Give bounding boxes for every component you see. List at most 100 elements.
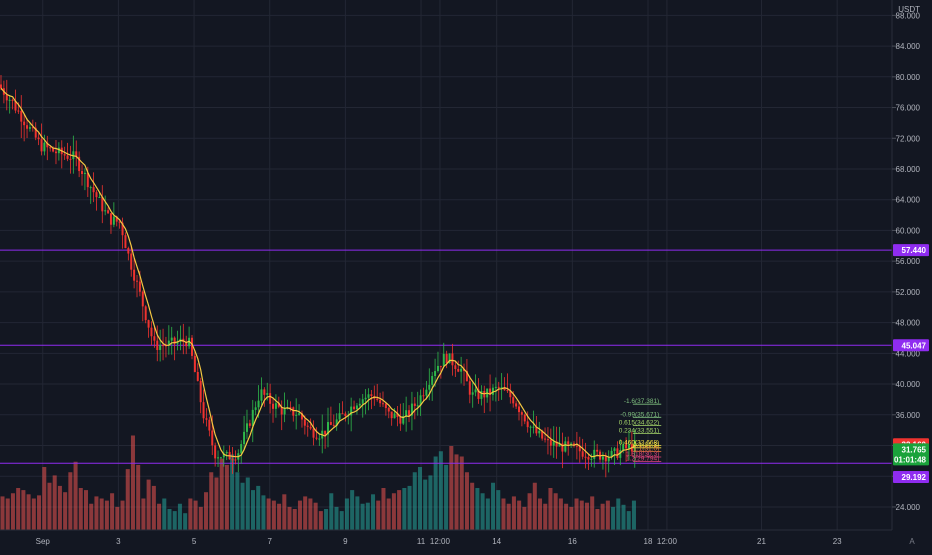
- price-tick-label: 84.000: [896, 42, 921, 51]
- volume-bar: [626, 511, 631, 530]
- volume-bar: [303, 496, 308, 530]
- volume-bar: [282, 494, 287, 530]
- fib-level-label: 0.234(33.551): [619, 428, 659, 435]
- candle-body: [523, 414, 526, 422]
- candle-body: [43, 142, 46, 152]
- candle-body: [575, 445, 578, 447]
- candle-body: [292, 407, 295, 416]
- candle-body: [63, 154, 66, 156]
- candle-body: [468, 381, 471, 395]
- candle-body: [315, 437, 318, 439]
- fib-level-label: -0.99(35.671): [620, 411, 659, 418]
- candle-body: [280, 406, 283, 415]
- volume-bar: [318, 511, 323, 530]
- volume-bar: [78, 488, 83, 530]
- candle-body: [405, 410, 408, 416]
- grid: [0, 0, 892, 530]
- volume-bar: [261, 495, 266, 530]
- candle-body: [300, 413, 303, 420]
- volume-bar: [631, 500, 636, 530]
- volume-bar: [584, 502, 589, 530]
- candle-body: [295, 414, 298, 416]
- candle-body: [622, 444, 625, 451]
- candle-body: [156, 340, 159, 351]
- fib-level-label: 1.618(30.3): [626, 451, 659, 458]
- volume-bar: [277, 503, 282, 530]
- volume-bar: [339, 511, 344, 530]
- candle-body: [14, 100, 17, 111]
- candle-body: [245, 423, 248, 432]
- volume-bar: [16, 488, 21, 530]
- candle-body: [399, 416, 402, 424]
- candle-body: [289, 407, 292, 409]
- volume-bar: [115, 506, 120, 530]
- fib-extension[interactable]: -1.6(37.381) -0.99(35.671)0.615(34.622) 0.…: [619, 398, 662, 463]
- price-tick-label: 60.000: [896, 226, 921, 235]
- volume-bar: [110, 493, 115, 530]
- volume-bar: [104, 500, 109, 530]
- candle-body: [477, 389, 480, 399]
- volume-bar: [454, 454, 459, 530]
- volume-bar: [230, 454, 235, 530]
- volume-bar: [402, 488, 407, 530]
- volume-bar: [611, 506, 616, 530]
- volume-bar: [120, 500, 125, 530]
- candle-body: [457, 368, 460, 372]
- candle-body: [254, 407, 257, 410]
- volume-bar: [475, 488, 480, 530]
- fib-level-label: 0.1(31.3): [633, 442, 659, 449]
- candle-body: [616, 448, 619, 458]
- time-axis[interactable]: Sep 3 5 7 9 11 12:00 14 16 18 12:00 21 23: [36, 537, 843, 546]
- auto-scale-button[interactable]: A: [909, 537, 915, 546]
- candle-body: [26, 125, 29, 129]
- candle-body: [396, 413, 399, 417]
- candle-body: [350, 406, 353, 416]
- auto-scale-label[interactable]: A: [909, 537, 915, 546]
- candle-body: [329, 422, 332, 425]
- candle-body: [410, 403, 413, 416]
- time-tick-label: 9: [343, 537, 348, 546]
- volume-bar: [209, 472, 214, 530]
- candle-body: [272, 403, 275, 409]
- candle-body: [520, 412, 523, 415]
- volume-bar: [183, 513, 188, 530]
- volume-bar: [600, 503, 605, 530]
- volume-bar: [21, 490, 26, 530]
- volume-bar: [423, 479, 428, 530]
- volume-bar: [188, 498, 193, 530]
- volume-bar: [297, 500, 302, 530]
- volume-bar: [5, 498, 10, 530]
- volume-bar: [511, 496, 516, 530]
- time-tick-label: 7: [267, 537, 272, 546]
- volume-bar: [553, 493, 558, 530]
- candle-body: [257, 400, 260, 408]
- candle-body: [202, 402, 205, 419]
- currency-label: USDT: [898, 5, 920, 14]
- candle-body: [69, 158, 72, 160]
- candle-body: [619, 450, 622, 458]
- candle-body: [150, 327, 153, 337]
- candle-body: [101, 197, 104, 212]
- candle-body: [49, 147, 52, 149]
- volume-bar: [605, 500, 610, 530]
- candle-body: [518, 406, 521, 413]
- volume-bar: [459, 456, 464, 530]
- candle-body: [98, 197, 101, 199]
- candle-body: [393, 413, 396, 419]
- candle-body: [173, 337, 176, 344]
- candle-body: [581, 451, 584, 457]
- candle-body: [159, 345, 162, 351]
- candle-body: [419, 395, 422, 406]
- candle-body: [78, 156, 81, 172]
- candle-body: [130, 253, 133, 270]
- volume-bar: [595, 509, 600, 530]
- candle-body: [17, 110, 20, 112]
- time-axis-background[interactable]: [0, 530, 932, 550]
- volume-bar: [324, 509, 329, 530]
- horizontal-lines[interactable]: [0, 249, 892, 464]
- volume-bar: [464, 472, 469, 530]
- volume-bar: [292, 509, 297, 530]
- volume-bar: [214, 477, 219, 530]
